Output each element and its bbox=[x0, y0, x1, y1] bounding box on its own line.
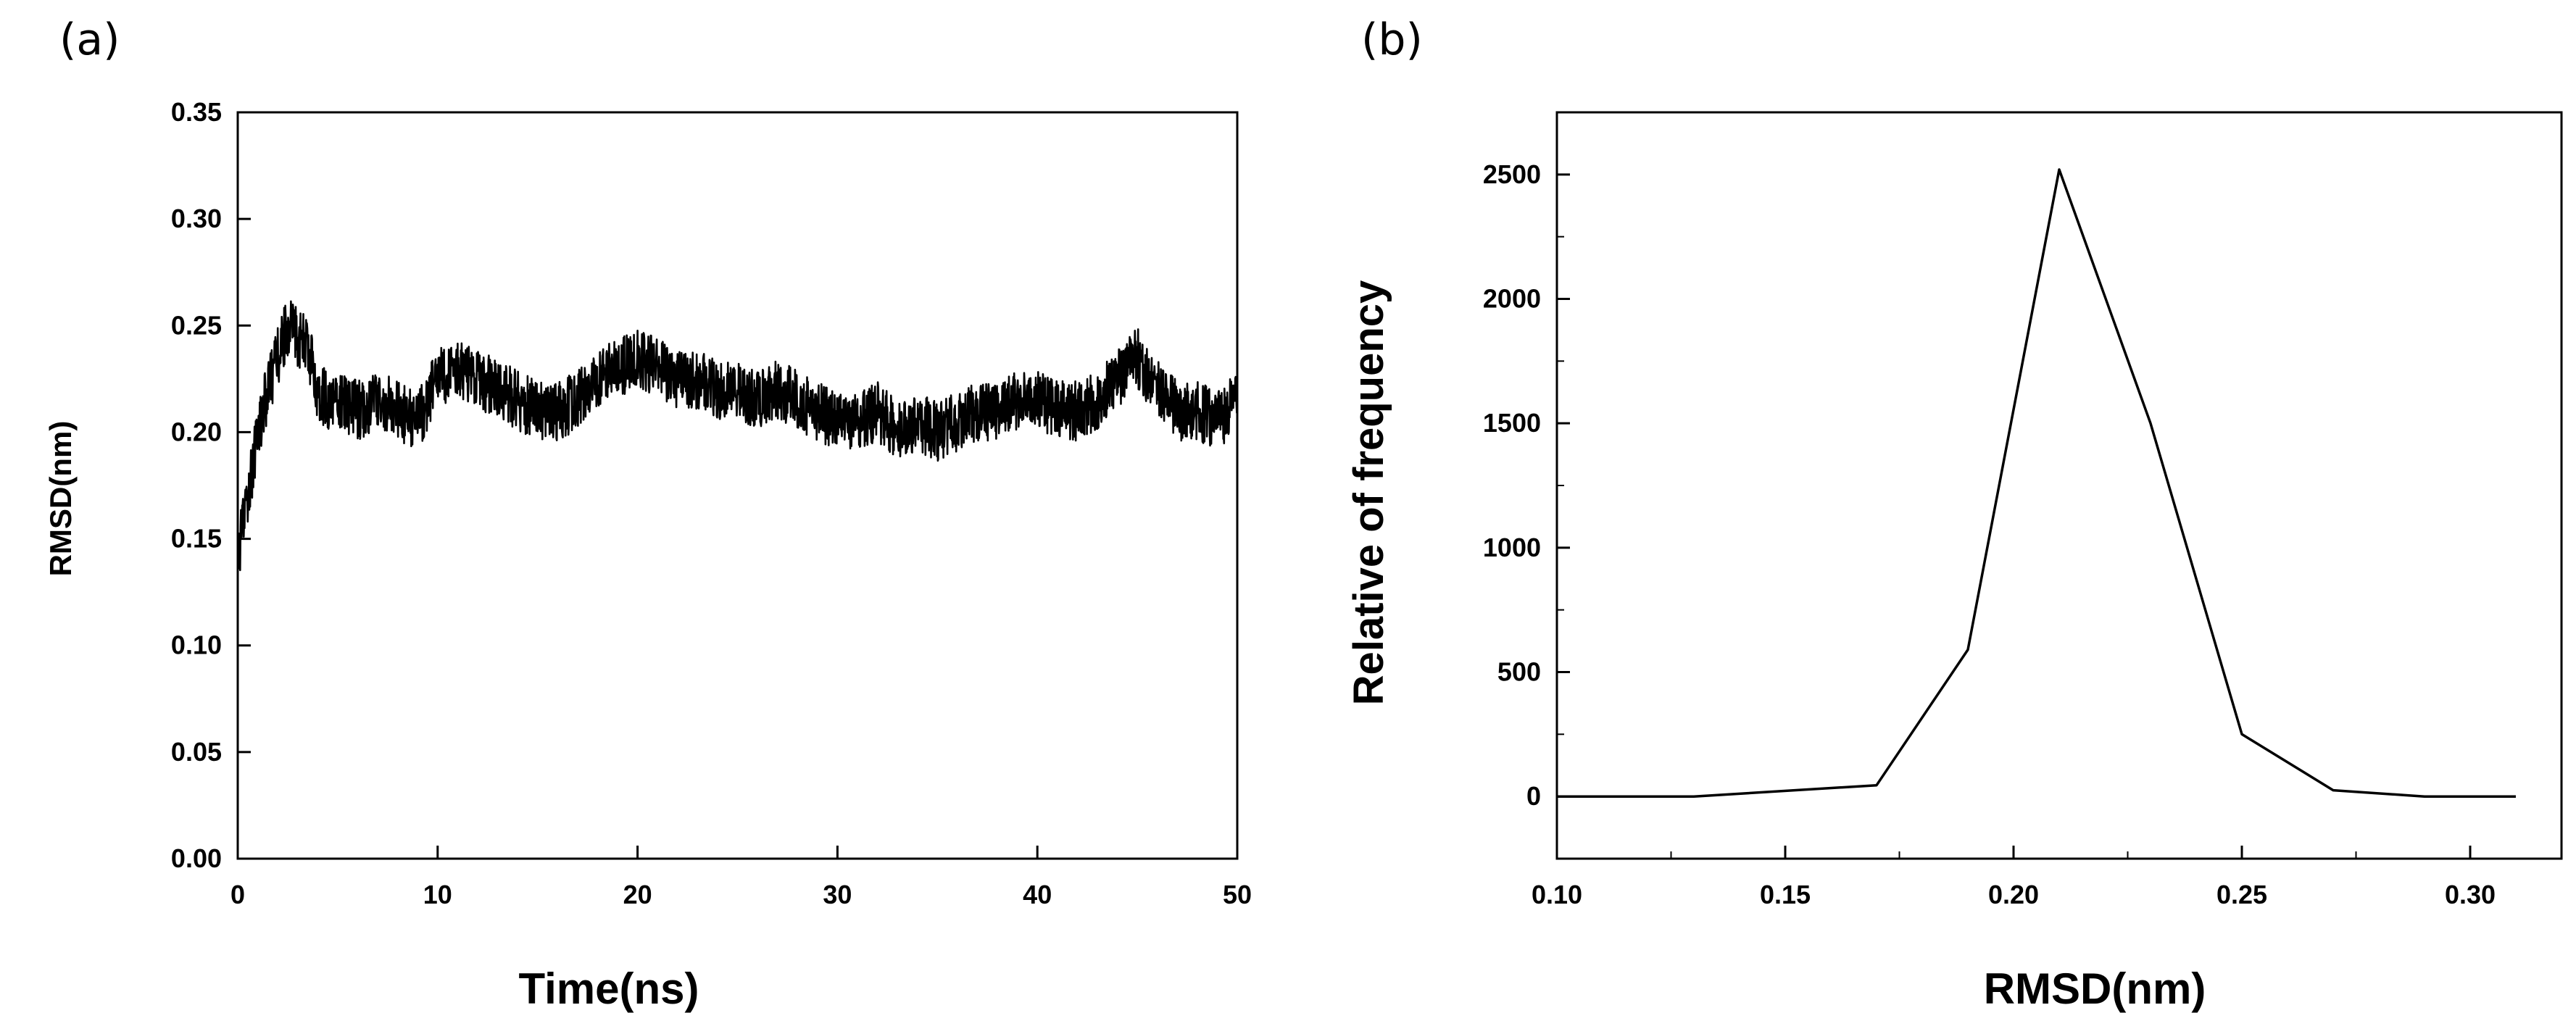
x-tick-label-b: 0.30 bbox=[2445, 880, 2496, 909]
y-tick-label-a: 0.35 bbox=[171, 97, 222, 127]
y-tick-label-b: 2000 bbox=[1483, 284, 1541, 314]
x-tick-label-a: 20 bbox=[623, 880, 652, 909]
y-tick-label-a: 0.15 bbox=[171, 524, 222, 554]
y-tick-label-a: 0.20 bbox=[171, 417, 222, 446]
y-tick-label-b: 0 bbox=[1526, 781, 1541, 811]
x-tick-label-a: 50 bbox=[1223, 880, 1252, 909]
x-tick-label-b: 0.10 bbox=[1532, 880, 1582, 909]
plot-frame-b bbox=[1555, 111, 2563, 860]
x-tick-label-a: 30 bbox=[823, 880, 852, 909]
x-tick-label-a: 0 bbox=[230, 880, 245, 909]
y-tick-label-a: 0.10 bbox=[171, 630, 222, 660]
panel-b: (b) RMSD(nm) Relative of frequency 0 500 1… bbox=[1345, 14, 2563, 1013]
y-axis-title-a: RMSD(nm) bbox=[43, 421, 78, 577]
y-tick-label-b: 1000 bbox=[1483, 533, 1541, 562]
y-tick-label-b: 1500 bbox=[1483, 408, 1541, 438]
panel-label-b: (b) bbox=[1361, 14, 1423, 65]
series-line-a-0 bbox=[236, 300, 1239, 572]
x-tick-label-b: 0.25 bbox=[2216, 880, 2267, 909]
x-axis-title-a: Time(ns) bbox=[519, 964, 699, 1013]
y-tick-label-b: 2500 bbox=[1483, 159, 1541, 189]
x-tick-label-b: 0.15 bbox=[1760, 880, 1811, 909]
x-tick-label-a: 40 bbox=[1023, 880, 1052, 909]
y-tick-label-a: 0.05 bbox=[171, 737, 222, 767]
y-tick-label-b: 500 bbox=[1497, 657, 1541, 687]
y-tick-label-a: 0.25 bbox=[171, 310, 222, 340]
y-tick-label-a: 0.00 bbox=[171, 843, 222, 873]
x-tick-label-b: 0.20 bbox=[1988, 880, 2039, 909]
y-axis-title-b: Relative of frequency bbox=[1345, 280, 1392, 706]
plot-frame-a bbox=[236, 111, 1239, 860]
x-axis-title-b: RMSD(nm) bbox=[1984, 964, 2206, 1013]
panel-label-a: (a) bbox=[59, 14, 120, 65]
x-tick-label-a: 10 bbox=[423, 880, 452, 909]
series-line-b-0 bbox=[1557, 168, 2516, 798]
y-tick-label-a: 0.30 bbox=[171, 204, 222, 233]
panel-a: (a) Time(ns) RMSD(nm) 0.00 0.05 0.10 0.15 0.… bbox=[43, 14, 1252, 1013]
